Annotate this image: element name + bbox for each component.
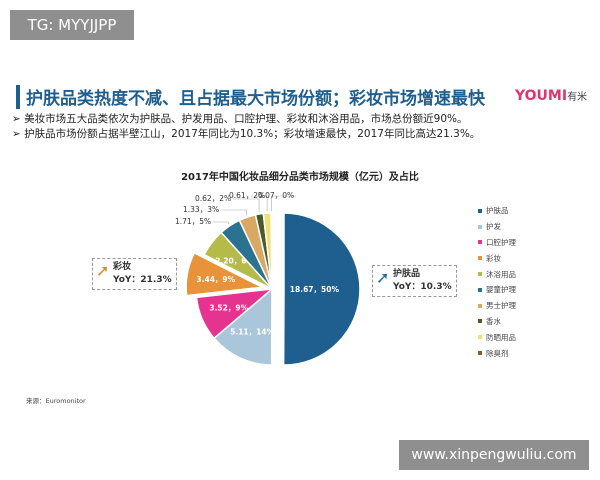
legend-swatch	[478, 208, 482, 213]
legend-swatch	[478, 335, 482, 340]
data-label: 18.67，50%	[290, 285, 340, 294]
legend-item: 防晒用品	[478, 329, 516, 345]
data-label: 1.71，5%	[175, 217, 211, 226]
legend-item: 口腔护理	[478, 235, 516, 251]
legend-swatch	[478, 303, 482, 308]
legend-item: 护发	[478, 219, 516, 235]
chart-legend: 护肤品护发口腔护理彩妆沐浴用品婴童护理男士护理香水防晒用品除臭剂	[478, 203, 516, 361]
legend-label: 口腔护理	[486, 237, 516, 247]
legend-label: 婴童护理	[486, 285, 516, 295]
legend-swatch	[478, 256, 482, 261]
callout-name: 彩妆	[113, 262, 132, 272]
legend-label: 男士护理	[486, 301, 516, 311]
pie-slice-护肤品	[282, 212, 361, 366]
title-accent-bar	[16, 85, 20, 109]
watermark-bottom: www.xinpengwuliu.com	[399, 440, 589, 470]
legend-item: 护肤品	[478, 203, 516, 219]
leader-line	[213, 221, 230, 225]
leader-line	[233, 198, 260, 213]
legend-item: 除臭剂	[478, 345, 516, 361]
trend-up-arrow-icon: ➚	[376, 268, 390, 287]
legend-item: 彩妆	[478, 250, 516, 266]
logo: YOUMI有米	[515, 88, 587, 104]
slide-title: 护肤品类热度不减、且占据最大市场份额；彩妆市场增速最快	[26, 89, 485, 109]
legend-swatch	[478, 351, 482, 356]
logo-cn: 有米	[567, 92, 588, 103]
callout-makeup: ➚ 彩妆 YoY：21.3%	[92, 258, 177, 290]
data-label: 3.44，9%	[196, 275, 235, 284]
callout-name: 护肤品	[393, 269, 421, 279]
bullet-item: ➢ 美妆市场五大品类依次为护肤品、护发用品、口腔护理、彩妆和沐浴用品，市场总份额…	[12, 113, 468, 125]
legend-label: 彩妆	[486, 253, 501, 263]
watermark-top: TG: MYYJJPP	[10, 10, 134, 40]
pie-slice-除臭剂	[270, 212, 273, 290]
callout-yoy: YoY：10.3%	[393, 282, 452, 292]
legend-label: 除臭剂	[486, 348, 509, 358]
legend-item: 婴童护理	[478, 282, 516, 298]
source-note: 来源：Euromonitor	[26, 397, 86, 405]
pie-slice-护发	[213, 287, 273, 366]
data-label: 1.33，3%	[183, 205, 219, 214]
legend-swatch	[478, 240, 482, 245]
legend-item: 男士护理	[478, 298, 516, 314]
legend-label: 香水	[486, 316, 501, 326]
pie-slice-口腔护理	[195, 287, 275, 340]
data-label: 5.11，14%	[230, 328, 274, 337]
legend-label: 护发	[486, 222, 501, 232]
chart-title: 2017年中国化妆品细分品类市场规模（亿元）及占比	[181, 172, 419, 183]
trend-up-arrow-icon: ➚	[96, 261, 110, 280]
legend-swatch	[478, 224, 482, 229]
legend-swatch	[478, 272, 482, 277]
legend-label: 防晒用品	[486, 332, 516, 342]
callout-yoy: YoY：21.3%	[113, 275, 172, 285]
legend-swatch	[478, 319, 482, 324]
legend-label: 护肤品	[486, 206, 509, 216]
data-label: 2.20，6%	[215, 256, 254, 265]
data-label: 0.07，0%	[258, 191, 294, 200]
data-label: 3.52，9%	[209, 304, 248, 313]
leader-line	[271, 195, 296, 212]
bullet-item: ➢ 护肤品市场份额占据半壁江山，2017年同比为10.3%；彩妆增速最快，201…	[12, 128, 481, 140]
leader-line	[221, 209, 247, 216]
pie-slice-彩妆	[185, 251, 265, 297]
data-label: 0.62，2%	[195, 194, 231, 203]
bullet-list: ➢ 美妆市场五大品类依次为护肤品、护发用品、口腔护理、彩妆和沐浴用品，市场总份额…	[12, 112, 480, 142]
callout-skincare: ➚ 护肤品 YoY：10.3%	[372, 265, 457, 297]
legend-swatch	[478, 287, 482, 292]
data-label: 0.61，2%	[229, 191, 265, 200]
logo-text: YOUMI	[515, 88, 568, 104]
legend-label: 沐浴用品	[486, 269, 516, 279]
legend-item: 香水	[478, 314, 516, 330]
legend-item: 沐浴用品	[478, 266, 516, 282]
leader-line	[251, 195, 268, 212]
